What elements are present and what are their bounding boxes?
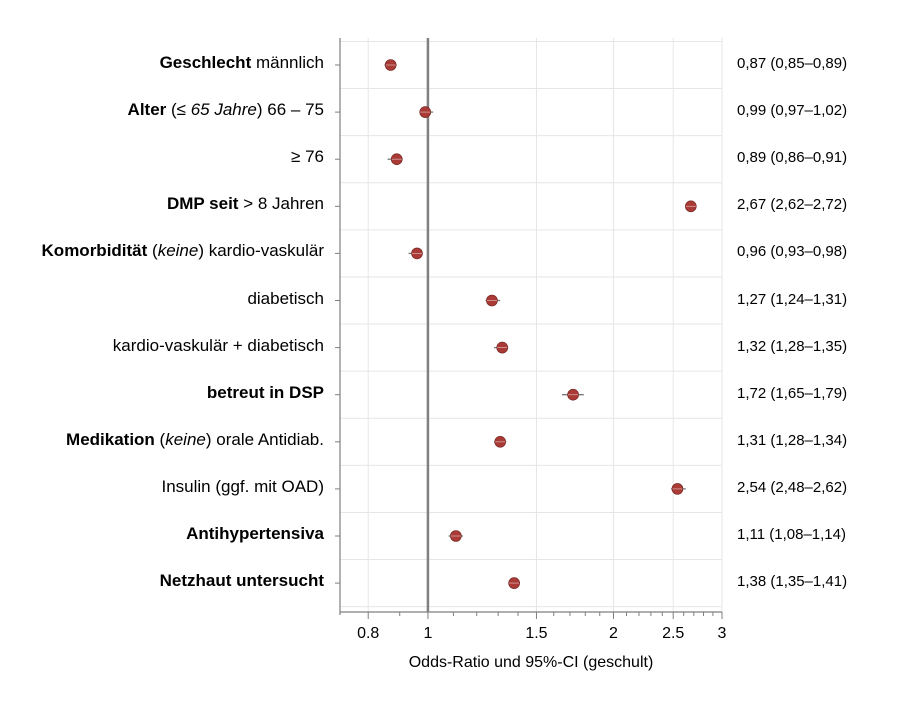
- ci-value-label: 0,89 (0,86–0,91): [737, 149, 848, 167]
- row-label: Antihypertensiva: [186, 524, 324, 543]
- row-label: Geschlecht männlich: [159, 53, 324, 72]
- ci-value-label: 0,99 (0,97–1,02): [737, 102, 848, 120]
- row-label: Netzhaut untersucht: [159, 571, 324, 591]
- x-tick-label: 1.5: [525, 625, 547, 642]
- ci-value-label: 1,31 (1,28–1,34): [737, 431, 848, 449]
- row-label: betreut in DSP: [206, 382, 324, 402]
- row-label: Alter (≤ 65 Jahre) 66 – 75: [127, 100, 324, 120]
- ci-value-label: 1,72 (1,65–1,79): [737, 384, 848, 402]
- row-label: Insulin (ggf. mit OAD): [161, 476, 325, 496]
- row-label: Komorbidität (keine) kardio-vaskulär: [41, 241, 324, 261]
- row-label: kardio-vaskulär + diabetisch: [112, 335, 324, 355]
- ci-value-label: 1,38 (1,35–1,41): [737, 573, 848, 591]
- x-tick-label: 2.5: [662, 625, 684, 642]
- ci-value-label: 1,11 (1,08–1,14): [737, 526, 846, 543]
- row-label: Medikation (keine) orale Antidiab.: [66, 429, 324, 449]
- x-tick-label: 2: [609, 625, 618, 642]
- x-tick-label: 1: [423, 625, 432, 642]
- ci-value-label: 2,54 (2,48–2,62): [737, 478, 848, 496]
- ci-value-label: 1,32 (1,28–1,35): [737, 337, 848, 355]
- x-tick-label: 0.8: [357, 625, 379, 642]
- ci-value-label: 0,87 (0,85–0,89): [737, 55, 848, 72]
- row-label: DMP seit > 8 Jahren: [166, 194, 324, 214]
- row-label: diabetisch: [247, 288, 324, 308]
- ci-value-label: 0,96 (0,93–0,98): [737, 243, 848, 261]
- ci-value-label: 2,67 (2,62–2,72): [737, 196, 848, 214]
- ci-value-label: 1,27 (1,24–1,31): [737, 290, 848, 308]
- x-axis-title: Odds-Ratio und 95%-CI (geschult): [409, 654, 654, 671]
- x-tick-label: 3: [718, 625, 727, 642]
- row-label: ≥ 76: [291, 147, 324, 167]
